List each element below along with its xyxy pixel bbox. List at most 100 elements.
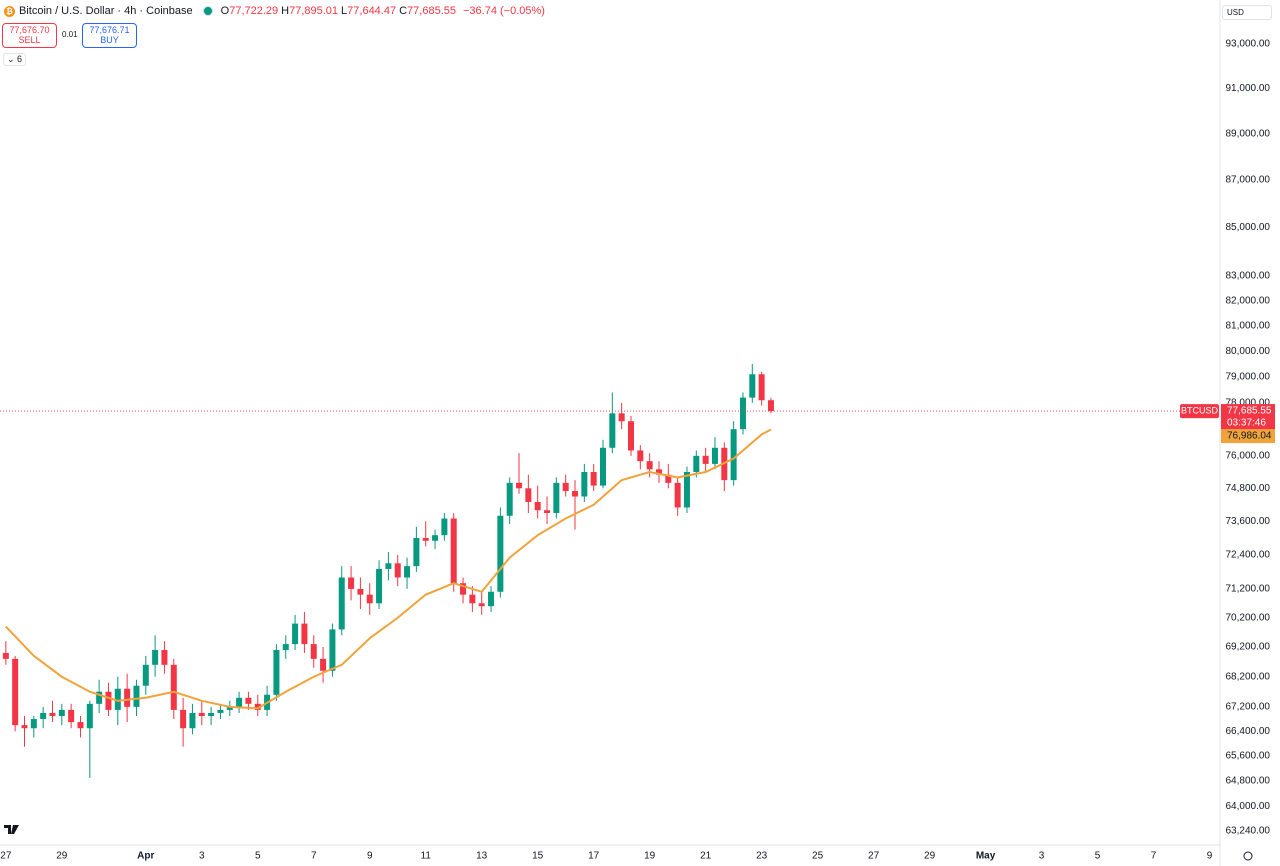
candle-body [329,629,336,671]
buy-price: 77,676.71 [89,25,130,35]
candle-body [245,697,252,704]
moving-average [5,428,772,710]
candle-body [142,664,149,686]
candle-body [273,649,280,695]
candle-body [58,709,65,716]
market-status [202,6,213,16]
candle-body [469,594,476,604]
x-tick-label: 21 [700,851,712,862]
candle-body [348,577,355,589]
candle-body [422,537,429,541]
candle-body [665,474,672,483]
candle-body [208,712,215,716]
y-tick-label: 81,000.00 [1226,321,1271,332]
y-tick-label: 63,240.00 [1226,825,1271,836]
change: −36.74 (−0.05%) [462,5,545,17]
x-tick-label: 9 [367,851,373,862]
x-tick-label: 9 [1207,851,1213,862]
candle-body [693,455,700,473]
y-tick-label: 66,400.00 [1226,726,1271,737]
candle-body [767,400,774,412]
candle-body [376,568,383,604]
ohlc: O77,722.29 H77,895.01 L77,644.47 C77,685.55 [221,5,459,17]
ohlc-key: C [399,5,408,17]
candle-body [254,703,261,710]
symbol: Bitcoin / U.S. Dollar · 4h · Coinbase [19,5,193,17]
candle-body [68,709,75,723]
candle-body [683,472,690,508]
candle-body [702,455,709,464]
candle-body [749,374,756,398]
x-tick-label: 3 [1039,851,1045,862]
candle-body [180,709,187,729]
y-tick-label: 79,000.00 [1226,372,1271,383]
y-tick-label: 76,000.00 [1226,450,1271,461]
candle-body [572,491,579,497]
indicators-toggle[interactable]: ⌄ 6 [3,53,27,66]
x-tick-label: 11 [421,851,432,862]
candle-body [488,591,495,607]
candle-body [413,537,420,567]
y-tick-label: 89,000.00 [1226,128,1271,139]
indicator-count: 6 [17,54,23,64]
candle-body [152,649,159,665]
currency-select[interactable]: USD [1222,5,1272,20]
x-tick-label: 27 [0,851,12,862]
candle-body [161,649,168,665]
x-tick-label: 29 [56,851,68,862]
y-tick-label: 85,000.00 [1226,222,1271,233]
candle-body [627,421,634,451]
candle-body [133,685,140,707]
y-tick-label: 72,400.00 [1226,549,1271,560]
buy-label: BUY [100,35,119,45]
sell-button[interactable]: 77,676.70 SELL [2,23,57,48]
candle-body [516,482,523,489]
settings-icon[interactable] [1243,851,1253,861]
candle-body [292,623,299,645]
price-tag [1221,404,1275,432]
sell-label: SELL [18,35,41,45]
candle-body [758,374,765,401]
candle-body [525,488,532,502]
coin-icon: ₿ [4,5,15,17]
plot-area: 93,000.00 91,000.00 89,000.00 87,000.00 85,0… [0,39,1275,862]
candle-body [198,712,205,716]
price-tag-label: 77,685.55 [1227,406,1272,417]
y-tick-label: 93,000.00 [1226,39,1271,50]
x-tick-label: 7 [1151,851,1157,862]
ohlc-value: 77,895.01 [289,5,339,17]
y-tick-label: 70,200.00 [1226,612,1271,623]
y-tick-label: 87,000.00 [1226,175,1271,186]
candle-body [236,697,243,707]
candle-body [432,535,439,541]
symbol-tag [1180,404,1219,419]
candle-body [114,688,121,710]
sell-price: 77,676.70 [9,25,50,35]
candle-body [637,450,644,462]
x-tick-label: 5 [255,851,261,862]
ohlc-key: O [220,5,230,17]
ohlc-key: H [281,5,290,17]
buy-button[interactable]: 77,676.71 BUY [82,23,137,48]
candle-body [366,594,373,604]
candle-body [282,644,289,650]
y-tick-label: 80,000.00 [1226,346,1271,357]
tv-logo [4,825,19,834]
candle-body [562,482,569,492]
candle-body [730,429,737,481]
candle-body [226,706,233,710]
x-tick-label: 3 [199,851,205,862]
ohlc-key: L [341,5,348,17]
x-tick-label: 19 [644,851,656,862]
y-tick-label: 69,200.00 [1226,642,1271,653]
candle-body [105,691,112,710]
candle-body [450,518,457,584]
y-tick-label: 68,200.00 [1226,671,1271,682]
x-tick-label: 17 [588,851,600,862]
x-tick-label: 13 [476,851,488,862]
candle-body [49,712,56,716]
y-tick-label: 82,000.00 [1226,295,1271,306]
y-tick-label: 67,200.00 [1226,702,1271,713]
candle-body [385,563,392,569]
